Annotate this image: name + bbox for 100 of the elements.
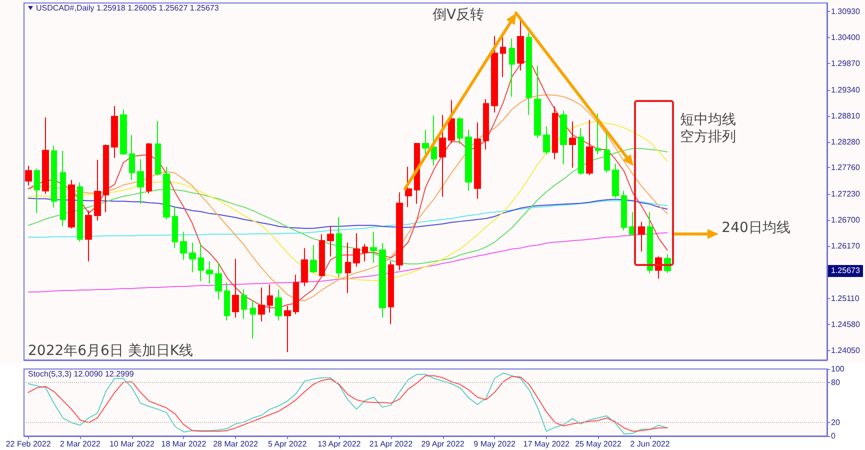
candlestick bbox=[103, 144, 109, 213]
candlestick bbox=[180, 231, 187, 260]
candlestick bbox=[396, 192, 403, 271]
y-tick-label: 1.30400 bbox=[831, 33, 860, 42]
candlestick bbox=[275, 288, 282, 322]
x-tick-label: 2 Jun 2022 bbox=[630, 440, 670, 448]
candlestick bbox=[155, 120, 161, 176]
candlestick bbox=[129, 134, 135, 181]
y-tick-label: 1.26700 bbox=[831, 215, 860, 224]
candlestick bbox=[604, 130, 610, 174]
candlestick bbox=[621, 190, 627, 231]
y-tick-label: 0 bbox=[831, 432, 836, 440]
y-tick-label: 1.29870 bbox=[831, 59, 860, 68]
candlestick bbox=[34, 168, 40, 214]
text: 240日均线 bbox=[722, 220, 790, 237]
candlestick bbox=[111, 106, 118, 158]
candlestick bbox=[301, 248, 308, 287]
x-tick-label: 22 Feb 2022 bbox=[6, 440, 52, 448]
candlestick bbox=[232, 258, 239, 318]
candlestick bbox=[51, 145, 57, 208]
candlestick bbox=[224, 282, 230, 322]
line-series bbox=[28, 94, 668, 302]
candlestick bbox=[647, 212, 653, 274]
y-tick-label: 1.27760 bbox=[831, 163, 860, 172]
candlestick bbox=[293, 274, 299, 315]
line-series bbox=[28, 148, 668, 264]
x-tick-label: 28 Mar 2022 bbox=[213, 440, 259, 448]
candlestick bbox=[241, 288, 247, 320]
annotation: 倒V反转 bbox=[432, 6, 484, 24]
x-tick-label: 10 Mar 2022 bbox=[109, 440, 155, 448]
candlestick bbox=[388, 260, 394, 325]
candlestick bbox=[612, 163, 619, 198]
candlestick bbox=[60, 150, 66, 227]
candlestick bbox=[250, 299, 256, 340]
chart-title: Stoch(5,3,3) 12.0090 12.2999 bbox=[28, 370, 134, 378]
y-tick-label: 1.24050 bbox=[831, 346, 860, 356]
text: 短中均线空方排列 bbox=[680, 112, 738, 146]
candlestick bbox=[448, 100, 455, 144]
candlestick bbox=[362, 244, 368, 262]
y-tick-label: 1.25110 bbox=[831, 294, 860, 303]
y-tick-label: 100 bbox=[831, 364, 845, 374]
candlestick bbox=[215, 262, 222, 300]
line-series bbox=[28, 200, 668, 238]
x-tick-label: 29 Apr 2022 bbox=[421, 440, 465, 448]
y-tick-label: 1.27230 bbox=[831, 189, 860, 198]
candlestick bbox=[77, 182, 83, 242]
line-series bbox=[28, 232, 668, 292]
x-tick-label: 17 May 2022 bbox=[523, 440, 570, 448]
y-tick-label: 1.30930 bbox=[831, 6, 860, 16]
candlestick bbox=[586, 119, 593, 176]
candlestick bbox=[405, 166, 412, 208]
y-tick-label: 1.28280 bbox=[831, 138, 860, 147]
candlestick bbox=[457, 116, 463, 145]
candlestick bbox=[68, 180, 75, 229]
candlestick bbox=[172, 206, 178, 249]
line-series bbox=[28, 198, 668, 229]
candlestick bbox=[526, 32, 532, 116]
candlestick bbox=[543, 126, 550, 155]
candlestick bbox=[379, 242, 386, 318]
candlestick bbox=[595, 112, 601, 155]
candlestick bbox=[42, 116, 49, 194]
candlestick bbox=[431, 114, 437, 166]
y-tick-label: 20 bbox=[831, 418, 840, 428]
candlestick bbox=[120, 109, 127, 156]
candlestick bbox=[137, 158, 144, 204]
candlestick bbox=[439, 114, 446, 198]
line-series bbox=[28, 120, 668, 282]
y-tick-label: 80 bbox=[831, 378, 840, 387]
candlestick bbox=[638, 221, 645, 252]
candlestick bbox=[552, 106, 558, 160]
candlestick bbox=[258, 287, 265, 322]
annotation: 2022年6月6日 美加日K线 bbox=[28, 343, 194, 360]
candlestick bbox=[319, 234, 325, 277]
candlestick bbox=[267, 284, 273, 314]
candlestick bbox=[422, 129, 429, 155]
y-tick-label: 1.29340 bbox=[831, 85, 860, 94]
candlestick bbox=[560, 110, 567, 165]
text: 1.25673 bbox=[831, 264, 860, 277]
candlestick bbox=[189, 242, 196, 273]
candlestick bbox=[370, 231, 377, 264]
candlestick bbox=[284, 305, 291, 353]
candlestick bbox=[85, 210, 92, 262]
candlestick bbox=[509, 38, 515, 98]
x-tick-label: 25 May 2022 bbox=[575, 440, 622, 448]
x-tick-label: 2 Mar 2022 bbox=[60, 440, 101, 448]
x-tick-label: 13 Apr 2022 bbox=[318, 440, 362, 448]
candlestick bbox=[94, 159, 101, 221]
x-tick-label: 18 Mar 2022 bbox=[161, 440, 207, 448]
candlestick bbox=[198, 242, 204, 282]
candlestick bbox=[353, 232, 360, 268]
candlestick bbox=[578, 128, 584, 176]
candlestick bbox=[517, 20, 524, 72]
candlestick bbox=[310, 244, 317, 274]
candlestick bbox=[534, 65, 541, 139]
x-tick-label: 9 May 2022 bbox=[474, 440, 516, 448]
y-tick-label: 1.26170 bbox=[831, 242, 860, 251]
x-tick-label: 5 Apr 2022 bbox=[268, 440, 308, 448]
y-tick-label: 1.28810 bbox=[831, 111, 860, 120]
candlestick bbox=[336, 216, 342, 278]
candlestick bbox=[345, 242, 351, 294]
